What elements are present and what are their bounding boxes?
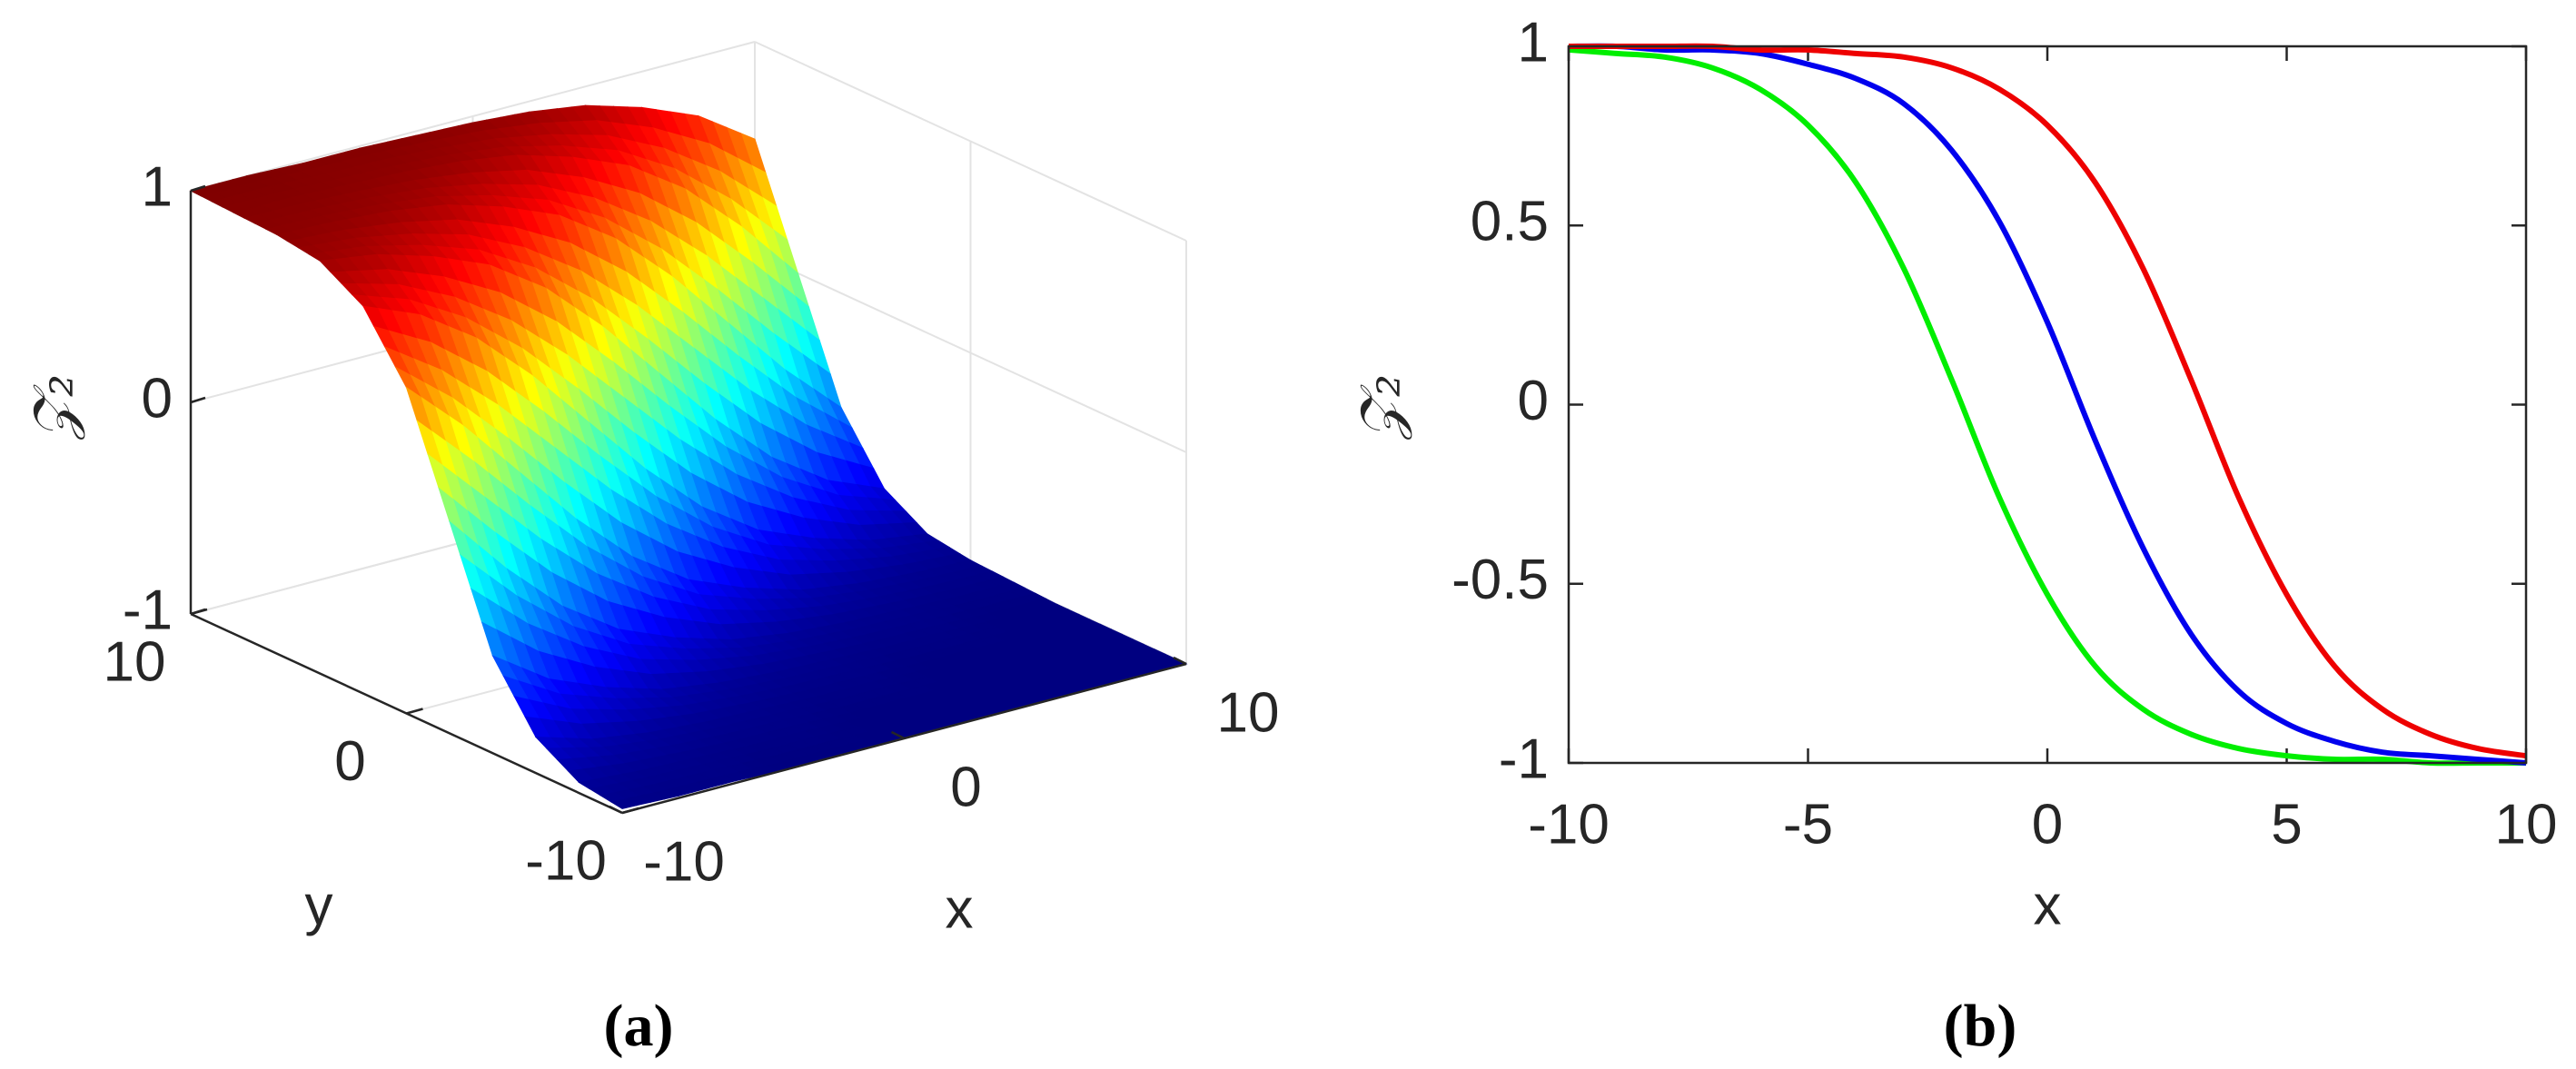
series-line	[1569, 43, 2527, 759]
surface-patch	[609, 798, 638, 809]
z-tick-label: 1	[142, 155, 173, 218]
x-tick-label: 0	[950, 756, 981, 818]
x-tick-label: -5	[1783, 793, 1833, 856]
y-tick	[190, 608, 208, 616]
x-tick	[609, 805, 623, 815]
y-tick-label: -0.5	[1451, 549, 1549, 611]
x-tick	[1173, 656, 1187, 666]
y-axis-label: y	[305, 874, 333, 936]
y-tick	[406, 708, 423, 715]
z-axis-label: 𝒵₂	[20, 374, 86, 441]
series-line	[1568, 46, 2526, 767]
y-tick-label: -10	[525, 829, 607, 892]
x-tick-label: 5	[2271, 793, 2302, 856]
x-axis-label: x	[946, 877, 974, 940]
x-axis-label: x	[2034, 874, 2062, 936]
y-axis-label: 𝒵₂	[1347, 374, 1413, 441]
y-tick-label: -1	[1499, 728, 1549, 790]
x-tick-label: -10	[1528, 793, 1610, 856]
y-tick-label: 10	[104, 630, 166, 693]
caption: (b)	[1944, 993, 2017, 1059]
x-tick-label: 0	[2032, 793, 2063, 856]
y-tick-label: 0.5	[1471, 191, 1549, 253]
x-tick-label: -10	[643, 830, 725, 893]
panel-b: -1 -0.5 0 0.5 1 -10 -5 0 5 10 x 𝒵₂	[1347, 11, 2557, 936]
caption: (a)	[604, 993, 674, 1059]
z-tick	[190, 184, 206, 193]
z-tick-label: -1	[123, 579, 173, 641]
x-tick	[890, 730, 906, 740]
x-tick-label: 10	[2495, 793, 2558, 856]
z-tick	[190, 396, 206, 404]
x-tick-label: 10	[1217, 681, 1280, 744]
y-tick-label: 0	[334, 730, 365, 793]
y-tick-label: 1	[1518, 11, 1549, 74]
z-tick-label: 0	[142, 367, 173, 430]
y-tick	[621, 807, 639, 815]
series-line	[1568, 43, 2527, 766]
y-tick-label: 0	[1518, 370, 1549, 432]
plot-frame	[1567, 45, 2528, 765]
